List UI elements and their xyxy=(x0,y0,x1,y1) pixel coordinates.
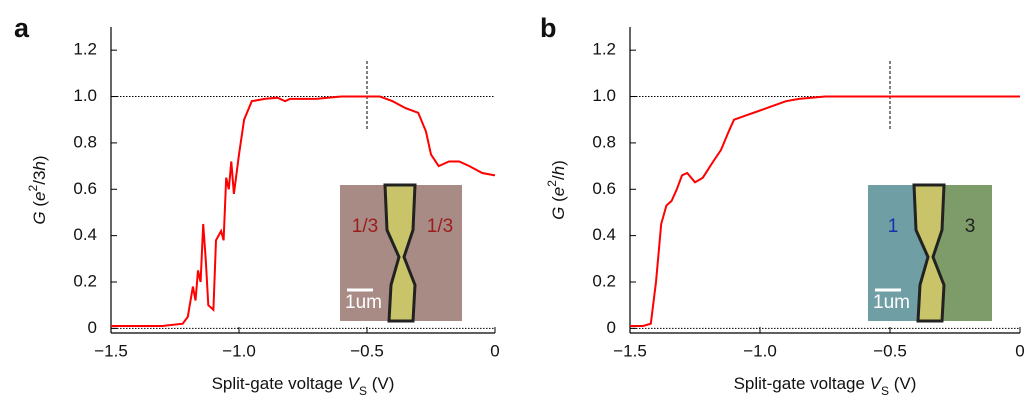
label-part: e xyxy=(549,187,568,196)
y-tick-label: 0.2 xyxy=(73,271,97,290)
y-tick-label: 1.2 xyxy=(73,40,97,59)
y-tick-label: 0.2 xyxy=(592,271,616,290)
x-tick-label: 0 xyxy=(490,341,499,360)
y-tick-label: 0 xyxy=(607,318,616,337)
label-part: (V) xyxy=(889,374,916,393)
label-part: ) xyxy=(549,160,568,166)
data-line xyxy=(630,95,1020,327)
y-tick-label: 1.0 xyxy=(592,86,616,105)
label-part: S xyxy=(881,384,889,398)
x-tick-label: −0.5 xyxy=(350,341,384,360)
y-axis-label: G (e2/3h) xyxy=(26,155,49,224)
x-tick-label: −1.5 xyxy=(613,341,647,360)
inset-label: 1 xyxy=(888,216,899,237)
x-tick-label: −0.5 xyxy=(873,341,907,360)
y-tick-label: 0.4 xyxy=(592,225,616,244)
label-part: G xyxy=(30,211,49,224)
inset-label: 1/3 xyxy=(352,216,378,237)
x-tick-label: −1.5 xyxy=(94,341,128,360)
y-tick-label: 0.6 xyxy=(73,179,97,198)
y-axis-label: G (e2/h) xyxy=(545,160,568,220)
label-part: /3 xyxy=(30,171,49,185)
x-tick-label: −1.0 xyxy=(743,341,777,360)
x-tick-label: −1.0 xyxy=(222,341,256,360)
y-tick-label: 0.8 xyxy=(73,132,97,151)
label-part: Split-gate voltage xyxy=(212,374,348,393)
label-part: S xyxy=(359,384,367,398)
label-part: Split-gate voltage xyxy=(734,374,870,393)
inset-label: 1/3 xyxy=(427,216,453,237)
label-part: V xyxy=(348,374,361,393)
x-tick-label: 0 xyxy=(1015,341,1024,360)
x-axis-label: Split-gate voltage VS (V) xyxy=(212,374,395,398)
label-part: e xyxy=(30,191,49,200)
label-part: h xyxy=(549,166,568,175)
panel-label: a xyxy=(14,13,30,43)
y-tick-label: 0.8 xyxy=(592,132,616,151)
label-part: ( xyxy=(30,201,49,212)
data-line xyxy=(111,95,496,327)
label-part: 2 xyxy=(26,184,40,191)
inset-channel xyxy=(383,183,417,323)
y-tick-label: 0 xyxy=(88,318,97,337)
label-part: h xyxy=(30,161,49,170)
inset-label: 3 xyxy=(965,216,976,237)
y-tick-label: 1.0 xyxy=(73,86,97,105)
panel-label: b xyxy=(540,13,557,43)
scale-bar-label: 1um xyxy=(873,292,910,313)
inset-channel xyxy=(912,183,946,323)
label-part: / xyxy=(549,175,568,180)
y-tick-label: 0.4 xyxy=(73,225,97,244)
label-part: ( xyxy=(549,196,568,207)
label-part: 2 xyxy=(545,180,559,187)
label-part: G xyxy=(549,207,568,220)
label-part: V xyxy=(870,374,883,393)
scale-bar-label: 1um xyxy=(345,292,382,313)
x-axis-label: Split-gate voltage VS (V) xyxy=(734,374,917,398)
y-tick-label: 0.6 xyxy=(592,179,616,198)
label-part: (V) xyxy=(367,374,394,393)
y-tick-label: 1.2 xyxy=(592,40,616,59)
label-part: ) xyxy=(30,155,49,161)
